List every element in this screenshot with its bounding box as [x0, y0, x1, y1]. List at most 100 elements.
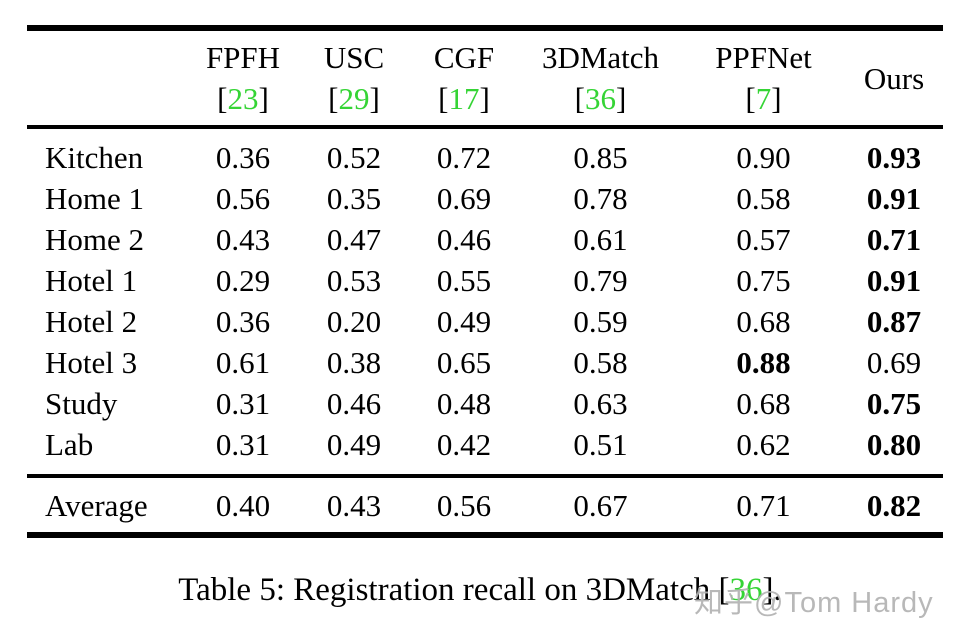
row-label: Hotel 1 — [45, 263, 138, 298]
value-cell: 0.71 — [682, 474, 845, 535]
table-row: Home 1 0.56 0.35 0.69 0.78 0.58 0.91 — [27, 178, 943, 219]
results-table-wrap: FPFH [23] USC [29] CGF [17] 3DMatch [36] PPFNet [… — [27, 25, 943, 538]
value-cell: 0.65 — [436, 345, 492, 380]
value-cell: 0.35 — [326, 181, 382, 216]
method-citation: [36] — [574, 81, 627, 116]
value-cell: 0.42 — [436, 427, 492, 462]
method-name: PPFNet — [715, 40, 812, 75]
method-name: 3DMatch — [541, 40, 660, 75]
value-cell: 0.72 — [436, 140, 492, 175]
registration-recall-table: FPFH [23] USC [29] CGF [17] 3DMatch [36] PPFNet [… — [27, 25, 943, 538]
value-cell: 0.31 — [215, 386, 271, 421]
value-cell: 0.55 — [436, 263, 492, 298]
method-citation: [7] — [745, 81, 782, 116]
value-cell: 0.75 — [866, 386, 922, 421]
value-cell: 0.43 — [215, 222, 271, 257]
citation-number: 17 — [448, 81, 480, 116]
value-cell: 0.29 — [215, 263, 271, 298]
col-header-ppfnet: PPFNet [7] — [682, 28, 845, 129]
row-label: Study — [45, 386, 118, 421]
value-cell: 0.51 — [573, 427, 628, 462]
value-cell: 0.63 — [573, 386, 628, 421]
value-cell: 0.59 — [573, 304, 628, 339]
table-header-row: FPFH [23] USC [29] CGF [17] 3DMatch [36] PPFNet [… — [27, 28, 943, 129]
table-caption: Table 5: Registration recall on 3DMatch … — [0, 572, 960, 609]
value-cell: 0.48 — [436, 386, 492, 421]
col-header-cgf: CGF [17] — [409, 28, 519, 129]
row-label: Hotel 3 — [45, 345, 138, 380]
value-cell: 0.56 — [409, 474, 519, 535]
method-citation: [17] — [438, 81, 490, 116]
value-cell: 0.47 — [326, 222, 382, 257]
caption-text: Table 5: Registration recall on 3DMatch — [178, 572, 719, 608]
value-cell: 0.40 — [187, 474, 299, 535]
value-cell: 0.46 — [436, 222, 492, 257]
zhihu-watermark: 知乎@Tom Hardy — [694, 587, 934, 619]
value-cell: 0.38 — [326, 345, 382, 380]
table-row: Lab 0.31 0.49 0.42 0.51 0.62 0.80 — [27, 424, 943, 476]
method-name: USC — [323, 40, 385, 75]
row-label: Home 2 — [45, 222, 145, 257]
table-row: Hotel 1 0.29 0.53 0.55 0.79 0.75 0.91 — [27, 260, 943, 301]
col-header-3dmatch: 3DMatch [36] — [519, 28, 682, 129]
average-row: Average 0.40 0.43 0.56 0.67 0.71 0.82 — [27, 474, 943, 535]
table-row: Kitchen 0.36 0.52 0.72 0.85 0.90 0.93 — [27, 127, 943, 178]
value-cell: 0.58 — [573, 345, 628, 380]
col-header-usc: USC [29] — [299, 28, 409, 129]
value-cell: 0.57 — [736, 222, 791, 257]
value-cell: 0.69 — [866, 345, 922, 380]
value-cell: 0.91 — [866, 181, 922, 216]
method-name: FPFH — [205, 40, 281, 75]
col-header-fpfh: FPFH [23] — [187, 28, 299, 129]
value-cell: 0.85 — [573, 140, 628, 175]
row-label: Average — [27, 474, 187, 535]
table-row: Hotel 3 0.61 0.38 0.65 0.58 0.88 0.69 — [27, 342, 943, 383]
value-cell: 0.58 — [736, 181, 791, 216]
value-cell: 0.49 — [436, 304, 492, 339]
value-cell: 0.93 — [866, 140, 922, 175]
value-cell: 0.90 — [736, 140, 791, 175]
table-row: Home 2 0.43 0.47 0.46 0.61 0.57 0.71 — [27, 219, 943, 260]
row-label: Kitchen — [45, 140, 144, 175]
value-cell: 0.68 — [736, 386, 791, 421]
table-row: Hotel 2 0.36 0.20 0.49 0.59 0.68 0.87 — [27, 301, 943, 342]
value-cell: 0.87 — [866, 304, 922, 339]
table-row: Study 0.31 0.46 0.48 0.63 0.68 0.75 — [27, 383, 943, 424]
caption-bracket-close: ] — [762, 572, 774, 608]
citation-number: 29 — [338, 81, 370, 116]
value-cell: 0.36 — [215, 140, 271, 175]
average-row-body: Average 0.40 0.43 0.56 0.67 0.71 0.82 — [27, 474, 943, 535]
value-cell: 0.88 — [736, 345, 791, 380]
row-label: Home 1 — [45, 181, 145, 216]
citation-number: 36 — [585, 81, 616, 116]
caption-bracket-open: [ — [718, 572, 730, 608]
method-citation: [29] — [328, 81, 380, 116]
caption-citation: 36 — [729, 572, 763, 608]
scene-rows: Kitchen 0.36 0.52 0.72 0.85 0.90 0.93 Home 1 0.5… — [27, 127, 943, 476]
value-cell: 0.80 — [866, 427, 922, 462]
value-cell: 0.20 — [326, 304, 382, 339]
value-cell: 0.61 — [215, 345, 271, 380]
value-cell: 0.75 — [736, 263, 791, 298]
caption-period: . — [773, 572, 782, 608]
citation-number: 7 — [755, 81, 772, 116]
value-cell: 0.82 — [845, 474, 943, 535]
value-cell: 0.49 — [326, 427, 382, 462]
value-cell: 0.78 — [573, 181, 628, 216]
row-label: Hotel 2 — [45, 304, 138, 339]
value-cell: 0.71 — [866, 222, 922, 257]
value-cell: 0.52 — [326, 140, 382, 175]
value-cell: 0.62 — [736, 427, 791, 462]
corner-cell — [27, 28, 187, 129]
table-header: FPFH [23] USC [29] CGF [17] 3DMatch [36] PPFNet [… — [27, 28, 943, 129]
row-label: Lab — [45, 427, 94, 462]
value-cell: 0.61 — [573, 222, 628, 257]
value-cell: 0.67 — [519, 474, 682, 535]
value-cell: 0.91 — [866, 263, 922, 298]
value-cell: 0.46 — [326, 386, 382, 421]
method-citation: [23] — [217, 81, 269, 116]
value-cell: 0.79 — [573, 263, 628, 298]
value-cell: 0.56 — [215, 181, 271, 216]
method-name: CGF — [433, 40, 495, 75]
